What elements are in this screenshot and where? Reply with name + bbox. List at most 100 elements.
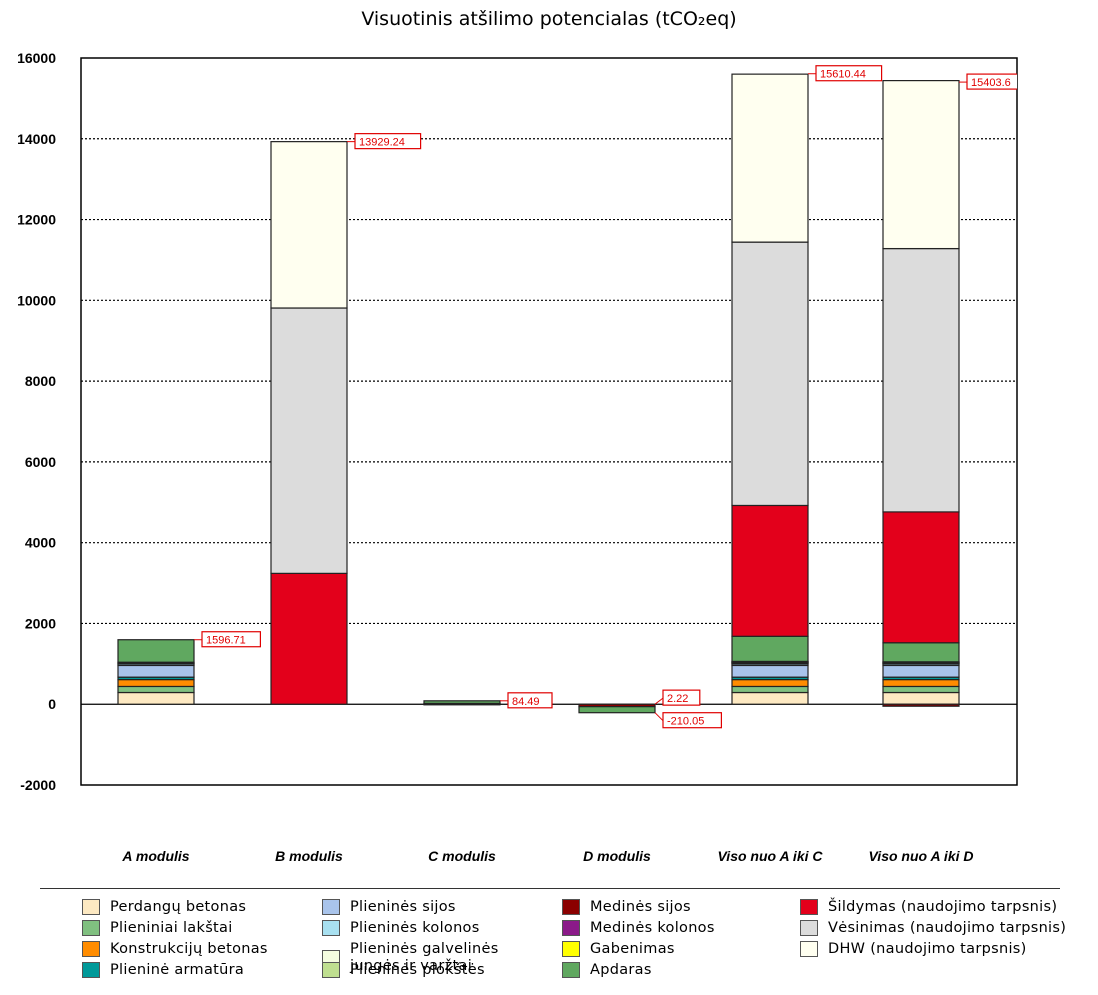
legend-label: Plieninės sijos — [350, 898, 456, 915]
bar-segment — [117, 664, 195, 678]
bar-segment — [882, 703, 960, 707]
legend-swatch — [82, 920, 100, 936]
bar-segment — [882, 691, 960, 705]
total-label-box — [815, 65, 883, 82]
legend-label: Šildymas (naudojimo tarpsnis) — [828, 898, 1058, 915]
legend-label: Perdangų betonas — [110, 898, 247, 915]
y-tick-label: 0 — [48, 696, 56, 712]
legend-item: Perdangų betonas — [82, 899, 246, 915]
legend-item: Plieninė armatūra — [82, 962, 244, 978]
x-tick-label: Viso nuo A iki C — [717, 848, 823, 864]
legend-item: Apdaras — [562, 962, 652, 978]
total-label: 84.49 — [512, 696, 540, 708]
legend-item: Plieninės kolonos — [322, 920, 480, 936]
legend-item: Konstrukcijų betonas — [82, 941, 268, 957]
legend-label: Plieninė armatūra — [110, 961, 245, 978]
bar-segment — [731, 241, 809, 507]
bar-segment — [270, 572, 348, 705]
total-label-box — [201, 631, 262, 648]
bar-segment — [882, 247, 960, 513]
total-label: 2.22 — [667, 693, 688, 705]
total-label-box — [662, 712, 723, 729]
legend-item: Medinės sijos — [562, 899, 691, 915]
legend-label: Konstrukcijų betonas — [110, 940, 268, 957]
chart-title: Visuotinis atšilimo potencialas (tCO₂eq) — [361, 8, 737, 30]
x-tick-label: D modulis — [583, 848, 651, 864]
total-label-group: 15610.44 — [815, 65, 883, 82]
y-tick-label: 2000 — [25, 615, 56, 631]
x-tick-label: Viso nuo A iki D — [868, 848, 974, 864]
total-label-group: 13929.24 — [354, 133, 422, 150]
bar-segment — [270, 141, 348, 309]
legend-swatch — [800, 920, 818, 936]
legend-label: Apdaras — [590, 961, 652, 978]
total-label-box — [966, 73, 1017, 90]
legend-swatch — [322, 899, 340, 915]
bar-segment — [117, 678, 195, 688]
y-tick-label: 8000 — [25, 373, 56, 389]
legend-item: Gabenimas — [562, 941, 675, 957]
legend-item: Plieninės sijos — [322, 899, 456, 915]
bar-segment — [117, 639, 195, 663]
total-label: 15403.6 — [971, 77, 1011, 89]
total-label-box — [354, 133, 422, 150]
legend-swatch — [562, 920, 580, 936]
legend-swatch — [562, 899, 580, 915]
legend-item: DHW (naudojimo tarpsnis) — [800, 941, 1027, 957]
legend-label: Medinės sijos — [590, 898, 691, 915]
bar-segment — [882, 664, 960, 678]
bar-segment — [731, 678, 809, 688]
total-label-group: 15403.6 — [966, 73, 1017, 90]
total-label: 13929.24 — [359, 137, 405, 149]
plot-area — [80, 57, 1018, 786]
legend-label: Plieninės kolonos — [350, 919, 480, 936]
legend-swatch — [322, 920, 340, 936]
x-tick-label: C modulis — [428, 848, 496, 864]
total-leader — [654, 697, 664, 705]
legend-swatch — [562, 962, 580, 978]
bar-segment — [882, 685, 960, 694]
legend-swatch — [82, 941, 100, 957]
legend-label: Plieniniai lakštai — [110, 919, 233, 936]
legend-item: Plieniniai lakštai — [82, 920, 233, 936]
legend: Perdangų betonas Plieniniai lakštai Konstr… — [40, 888, 1066, 995]
legend-label: Vėsinimas (naudojimo tarpsnis) — [828, 919, 1067, 936]
x-tick-label: A modulis — [122, 848, 190, 864]
y-tick-label: 16000 — [17, 50, 56, 66]
legend-item: Vėsinimas (naudojimo tarpsnis) — [800, 920, 1066, 936]
y-tick-label: -2000 — [20, 777, 56, 793]
legend-item: Šildymas (naudojimo tarpsnis) — [800, 899, 1057, 915]
bar-segment — [117, 685, 195, 694]
total-label-box — [662, 689, 701, 706]
bar-segment — [882, 678, 960, 688]
bar-segment — [117, 691, 195, 705]
legend-label: Gabenimas — [590, 940, 675, 957]
legend-swatch — [82, 899, 100, 915]
bar-segment — [578, 706, 656, 714]
legend-swatch — [562, 941, 580, 957]
legend-swatch — [800, 899, 818, 915]
bar-segment — [882, 511, 960, 644]
legend-item: Plieninės plokštės — [322, 962, 485, 978]
y-tick-label: 12000 — [17, 212, 56, 228]
bar-segment — [731, 664, 809, 678]
y-tick-label: 4000 — [25, 535, 56, 551]
y-tick-label: 14000 — [17, 131, 56, 147]
y-tick-label: 10000 — [17, 292, 56, 308]
total-label-group: 2.22 — [662, 689, 701, 706]
bar-segment — [731, 635, 809, 663]
total-label: -210.05 — [667, 716, 704, 728]
x-tick-label: B modulis — [275, 848, 343, 864]
bar-segment — [731, 73, 809, 243]
chart-plot: -2000 0 2000 4000 6000 8000 10000 12000 14000 160… — [17, 50, 1018, 793]
legend-label: Plieninės galvelinės jungės ir varžtai — [350, 941, 499, 974]
bar-segment — [731, 504, 809, 637]
total-label: 1596.71 — [206, 635, 246, 647]
legend-swatch — [82, 962, 100, 978]
bar-segment — [423, 700, 501, 705]
legend-label: Medinės kolonos — [590, 919, 715, 936]
y-tick-label: 6000 — [25, 454, 56, 470]
legend-label: DHW (naudojimo tarpsnis) — [828, 940, 1027, 957]
total-label-box — [507, 692, 553, 709]
total-label: 15610.44 — [820, 69, 866, 81]
